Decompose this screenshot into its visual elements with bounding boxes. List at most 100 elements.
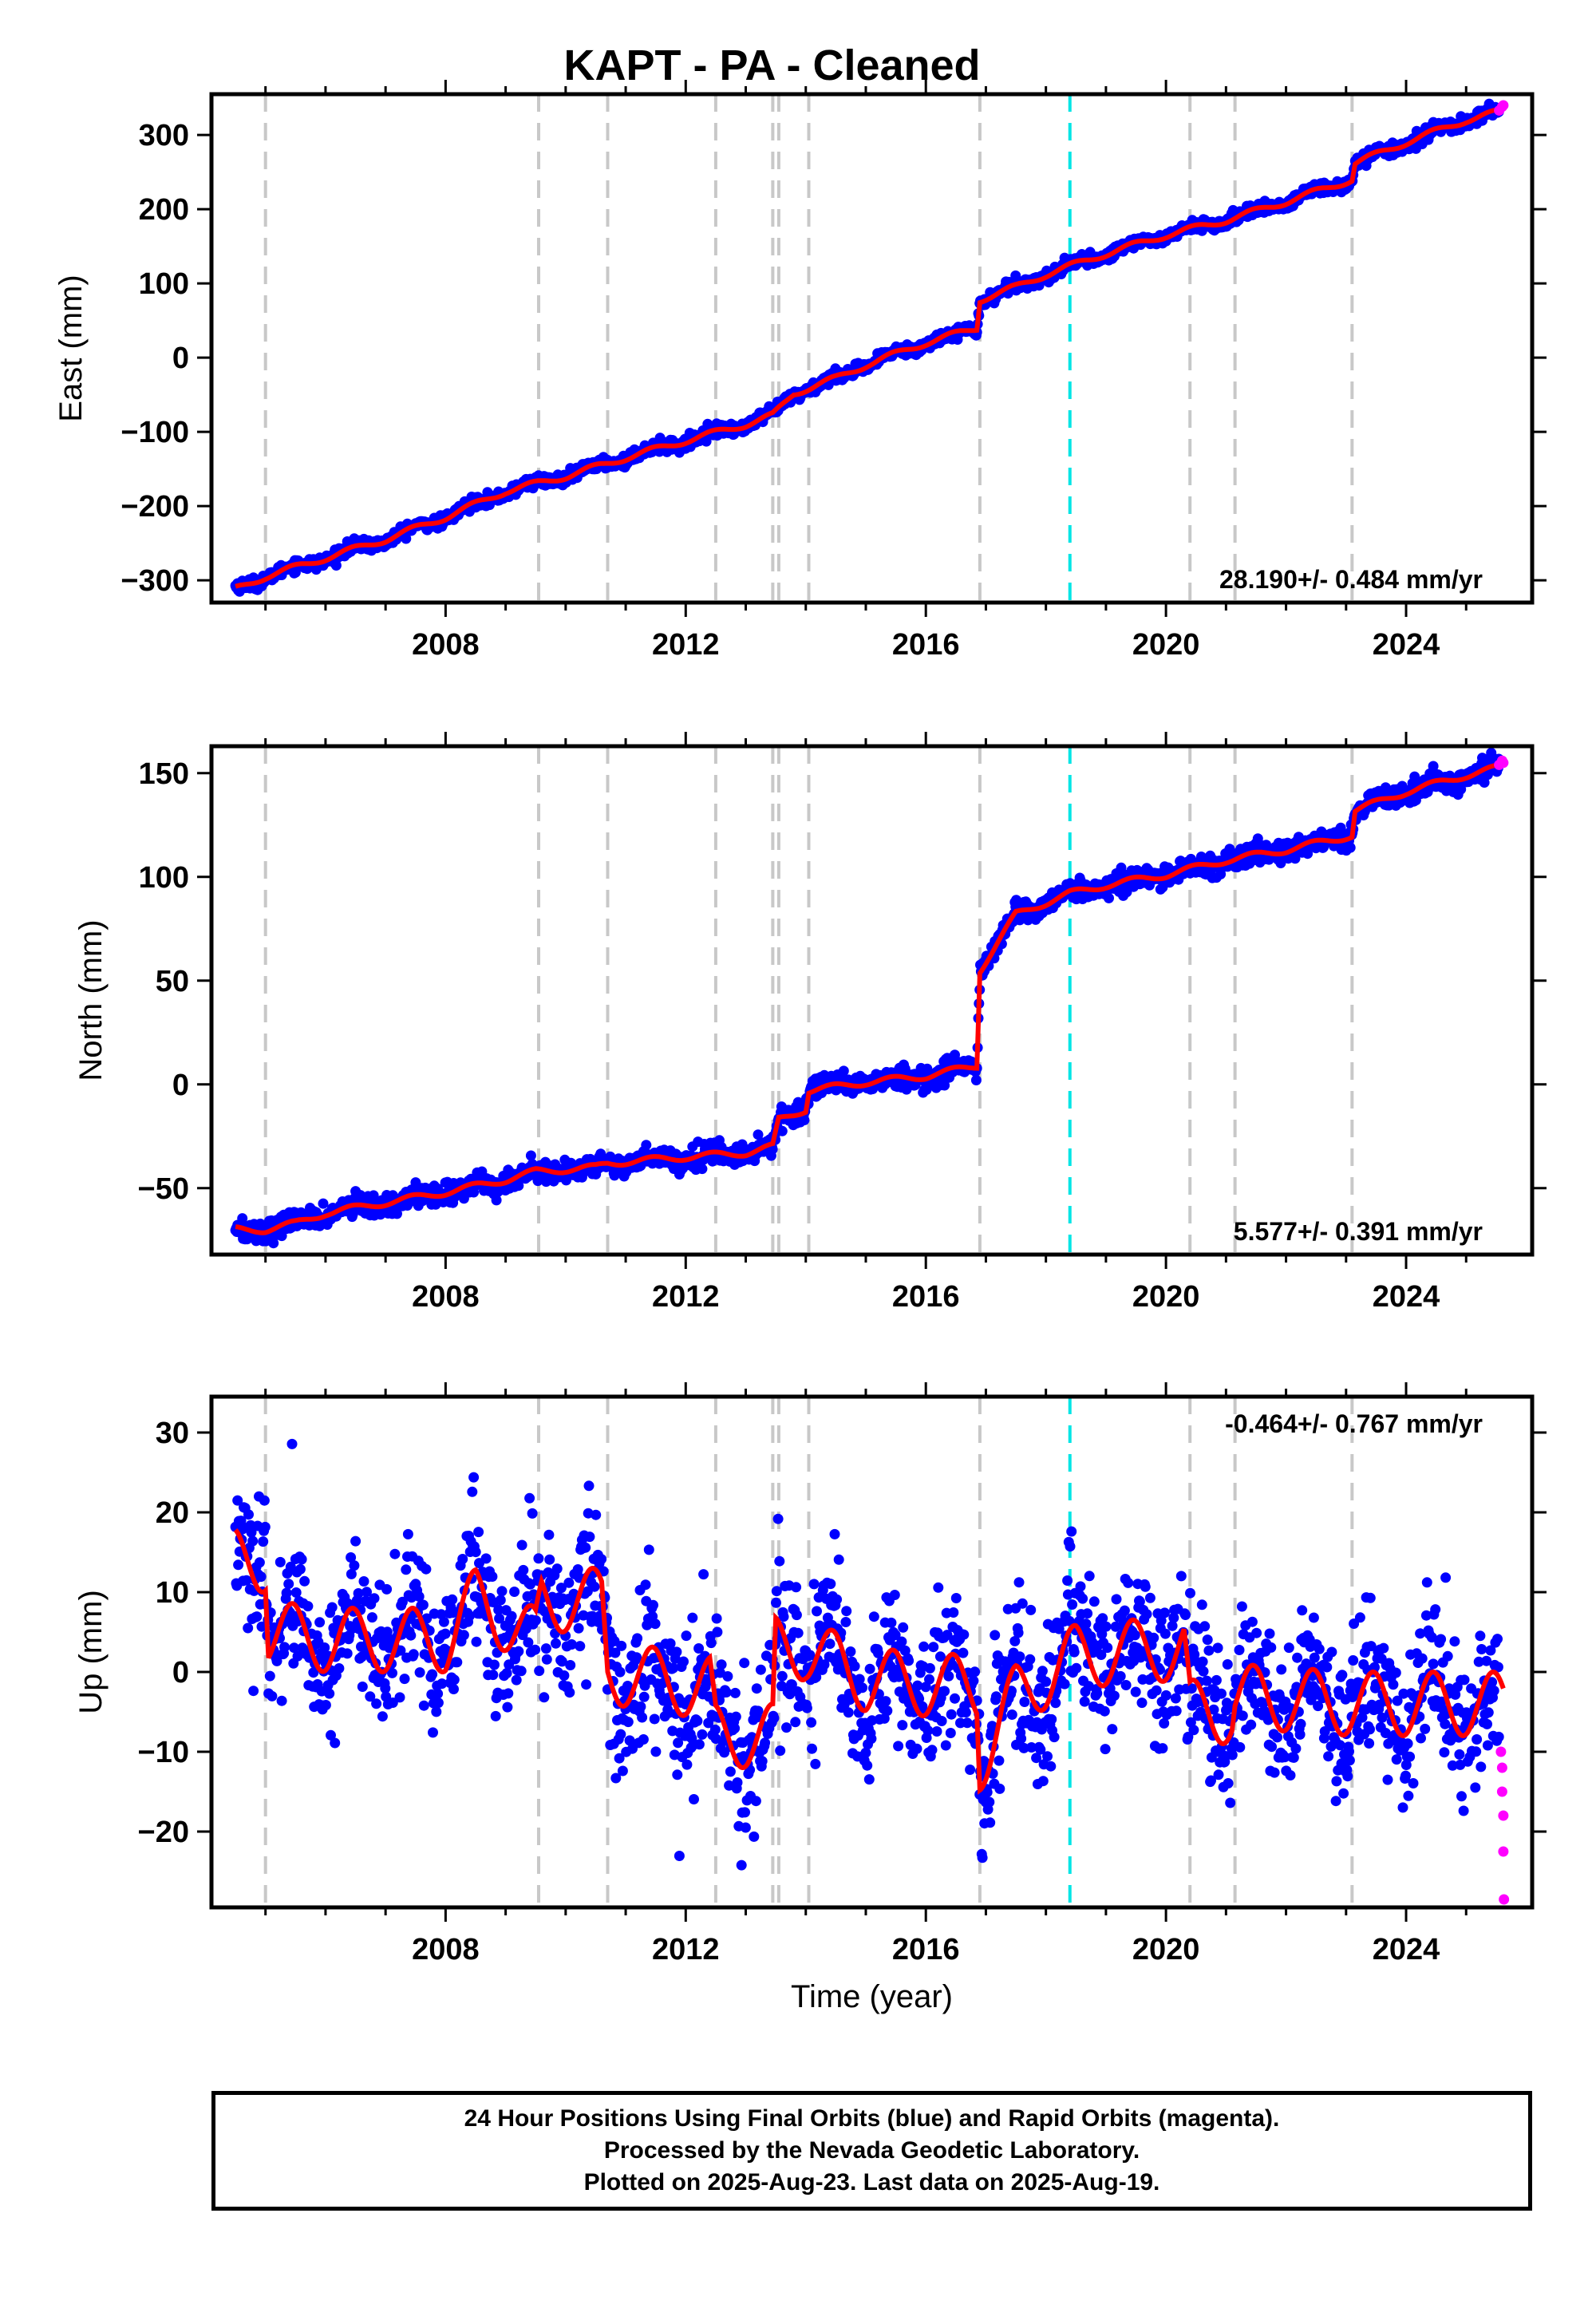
x-tick-label: 2024: [1373, 1280, 1440, 1314]
final-orbit-point: [438, 1616, 449, 1627]
final-orbit-point: [825, 1579, 836, 1590]
final-orbit-point: [502, 1701, 513, 1713]
final-orbit-point: [440, 1628, 451, 1639]
final-orbit-point: [1006, 1709, 1017, 1720]
final-orbit-point: [399, 1674, 410, 1685]
final-orbit-point: [596, 1554, 607, 1565]
final-orbit-point: [1014, 1651, 1025, 1662]
final-orbit-point: [640, 1579, 651, 1591]
final-orbit-point: [939, 1686, 950, 1697]
final-orbit-point: [994, 1783, 1005, 1794]
final-orbit-point: [722, 1671, 733, 1682]
final-orbit-point: [940, 1740, 951, 1751]
y-tick-label: −50: [138, 1172, 189, 1206]
final-orbit-point: [408, 1649, 419, 1660]
final-orbit-point: [943, 1670, 954, 1682]
final-orbit-point: [615, 1729, 626, 1740]
final-orbit-point: [324, 1688, 335, 1699]
final-orbit-point: [674, 1851, 685, 1861]
final-orbit-point: [931, 1726, 942, 1737]
final-orbit-point: [565, 1660, 576, 1670]
x-tick-label: 2024: [1373, 628, 1440, 662]
final-orbit-point: [487, 1571, 498, 1582]
x-tick-label: 2016: [892, 628, 960, 662]
x-tick-label: 2008: [412, 628, 480, 662]
final-orbit-point: [732, 1777, 743, 1788]
final-orbit-point: [509, 1587, 520, 1597]
final-orbit-point: [896, 1636, 907, 1647]
final-orbit-point: [911, 1743, 922, 1754]
final-orbit-point: [490, 1710, 501, 1721]
x-tick-label: 2020: [1132, 628, 1200, 662]
final-orbit-point: [614, 1666, 626, 1678]
final-orbit-point: [692, 1715, 703, 1726]
final-orbit-point: [641, 1140, 652, 1151]
final-orbit-point: [681, 1630, 692, 1642]
final-orbit-point: [799, 1115, 810, 1125]
final-orbit-point: [541, 1654, 552, 1665]
final-orbit-point: [259, 1495, 270, 1506]
final-orbit-point: [781, 1722, 792, 1733]
final-orbit-point: [801, 1702, 812, 1713]
final-orbit-point: [945, 1728, 956, 1738]
final-orbit-point: [357, 1682, 368, 1692]
final-orbit-point: [807, 1743, 817, 1754]
final-orbit-point: [503, 1688, 514, 1699]
final-orbit-point: [516, 1666, 527, 1677]
final-orbit-point: [650, 1618, 661, 1630]
final-orbit-point: [349, 1560, 360, 1571]
final-orbit-point: [928, 1642, 939, 1653]
final-orbit-point: [984, 1796, 995, 1808]
y-tick-label: 0: [172, 342, 189, 375]
final-orbit-point: [488, 1670, 499, 1681]
final-orbit-point: [243, 1509, 254, 1520]
final-orbit-point: [864, 1663, 875, 1674]
final-orbit-point: [527, 1508, 538, 1519]
final-orbit-points: [230, 747, 1504, 1249]
final-orbit-point: [753, 1129, 764, 1140]
final-orbit-point: [990, 1691, 1001, 1702]
final-orbit-point: [697, 1729, 708, 1740]
final-orbit-point: [294, 1563, 306, 1575]
final-orbit-point: [534, 1666, 545, 1677]
final-orbit-point: [933, 1582, 944, 1593]
final-orbit-point: [401, 1564, 412, 1575]
final-orbit-point: [776, 1125, 788, 1136]
final-orbit-point: [543, 1529, 555, 1540]
final-orbit-point: [637, 1712, 648, 1723]
final-orbit-point: [264, 1670, 275, 1682]
final-orbit-point: [452, 1657, 463, 1668]
final-orbit-point: [792, 1627, 804, 1638]
final-orbit-point: [903, 1655, 915, 1666]
final-orbit-point: [551, 1638, 561, 1649]
final-orbit-point: [539, 1692, 550, 1703]
final-orbit-point: [513, 1646, 524, 1657]
final-orbit-point: [622, 1717, 634, 1728]
final-orbit-point: [330, 560, 342, 571]
final-orbit-point: [299, 1575, 310, 1587]
final-orbit-point: [832, 1594, 843, 1605]
final-orbit-point: [302, 1601, 314, 1612]
final-orbit-point: [882, 1705, 893, 1717]
final-orbit-point: [251, 1611, 263, 1622]
final-orbit-point: [418, 1700, 429, 1711]
final-orbit-point: [838, 1065, 849, 1077]
y-tick-label: 100: [139, 861, 189, 895]
final-orbit-point: [806, 1717, 817, 1728]
final-orbit-point: [392, 1208, 402, 1219]
final-orbit-point: [320, 1700, 331, 1710]
final-orbit-point: [580, 1542, 591, 1553]
y-tick-label: 200: [139, 193, 189, 227]
x-tick-label: 2008: [412, 1280, 480, 1314]
final-orbit-point: [473, 1527, 484, 1538]
final-orbit-point: [243, 1622, 254, 1634]
final-orbit-point: [267, 1690, 278, 1701]
chart-title: KAPT - PA - Cleaned: [563, 41, 980, 89]
final-orbit-point: [950, 1593, 962, 1603]
final-orbit-point: [790, 1717, 801, 1728]
final-orbit-point: [936, 1716, 947, 1726]
x-tick-label: 2020: [1132, 1280, 1200, 1314]
final-orbit-point: [638, 1691, 650, 1702]
final-orbit-point: [750, 1796, 761, 1807]
final-orbit-point: [863, 1774, 875, 1785]
